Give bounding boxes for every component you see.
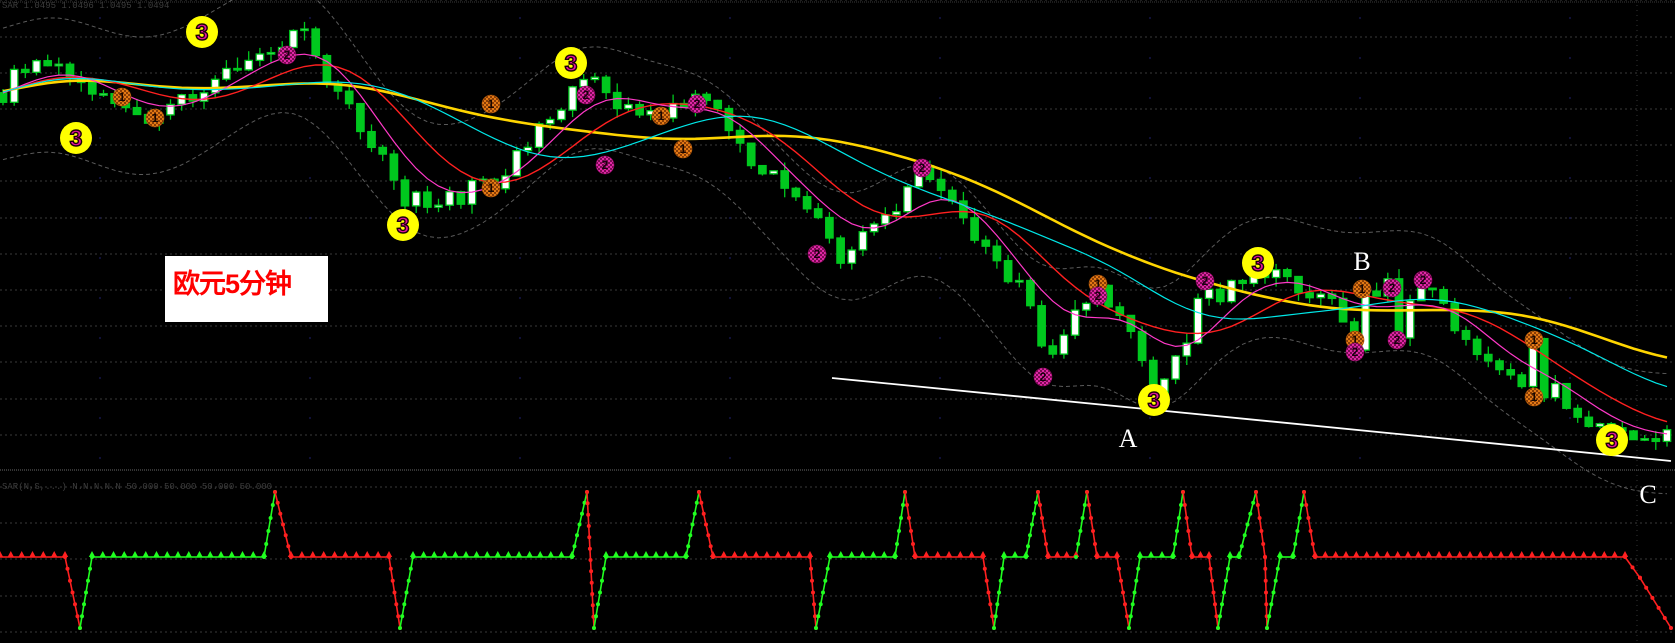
svg-text:2: 2 — [1394, 333, 1401, 347]
svg-text:1: 1 — [1531, 333, 1538, 347]
svg-text:3: 3 — [1606, 427, 1619, 453]
svg-text:2: 2 — [1420, 273, 1427, 287]
svg-text:1: 1 — [488, 181, 495, 195]
svg-text:3: 3 — [1252, 250, 1265, 276]
svg-text:2: 2 — [1095, 289, 1102, 303]
svg-text:3: 3 — [565, 50, 578, 76]
svg-text:1: 1 — [119, 90, 126, 104]
svg-text:2: 2 — [284, 48, 291, 62]
svg-text:2: 2 — [694, 97, 701, 111]
svg-text:2: 2 — [602, 158, 609, 172]
svg-text:1: 1 — [1531, 390, 1538, 404]
svg-text:3: 3 — [70, 125, 83, 151]
svg-text:2: 2 — [919, 161, 926, 175]
svg-text:1: 1 — [488, 97, 495, 111]
svg-text:SAR(N,S,...) N.N.N.N.N 50.00: SAR(N,S,...) N.N.N.N.N 50.000 50.000 50.… — [2, 482, 272, 492]
svg-text:2: 2 — [1202, 274, 1209, 288]
svg-text:B: B — [1353, 247, 1370, 276]
svg-text:3: 3 — [1148, 387, 1161, 413]
svg-text:2: 2 — [1389, 281, 1396, 295]
svg-text:1: 1 — [152, 111, 159, 125]
svg-text:3: 3 — [397, 212, 410, 238]
svg-text:SAR 1.0495 1.0496 1.0495 1: SAR 1.0495 1.0496 1.0495 1.0494 — [2, 1, 169, 11]
svg-text:2: 2 — [1040, 370, 1047, 384]
svg-text:2: 2 — [814, 247, 821, 261]
svg-text:2: 2 — [1352, 345, 1359, 359]
svg-text:2: 2 — [583, 88, 590, 102]
svg-text:1: 1 — [658, 109, 665, 123]
svg-text:3: 3 — [196, 19, 209, 45]
svg-text:C: C — [1639, 480, 1656, 509]
svg-text:A: A — [1119, 424, 1138, 453]
svg-text:1: 1 — [680, 142, 687, 156]
svg-text:1: 1 — [1359, 282, 1366, 296]
